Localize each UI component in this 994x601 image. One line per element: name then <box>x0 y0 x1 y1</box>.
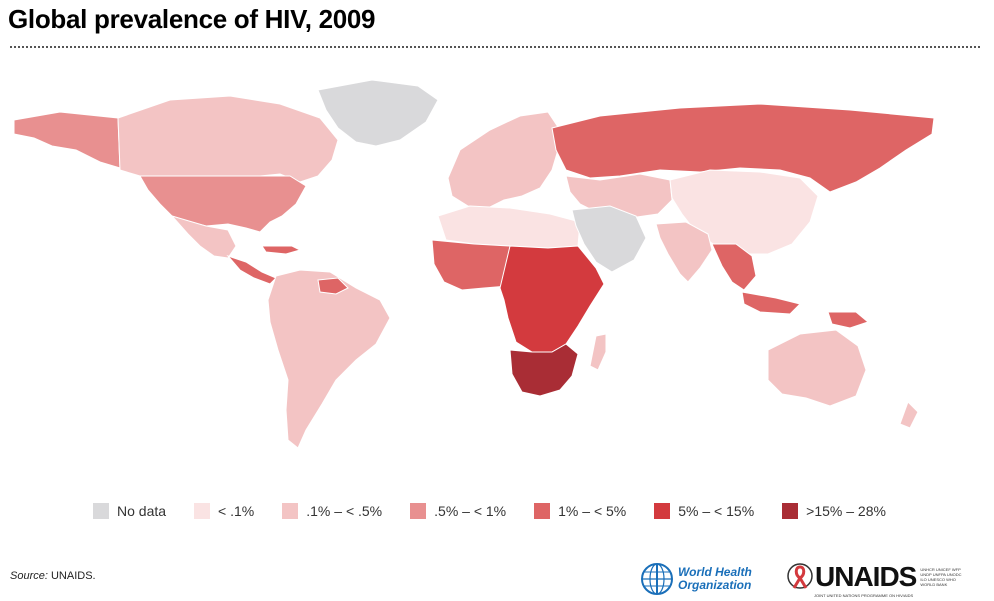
who-emblem-icon <box>641 563 673 595</box>
red-ribbon-icon <box>787 563 813 589</box>
unaids-tagline: JOINT UNITED NATIONS PROGRAMME ON HIV/AI… <box>814 593 914 598</box>
legend-label: 1% – < 5% <box>558 503 627 519</box>
who-line1: World Health <box>678 565 752 579</box>
legend-item: .1% – < .5% <box>282 503 382 519</box>
legend-swatch <box>194 503 211 519</box>
region-south-america <box>267 269 391 449</box>
region-southeast-asia <box>711 243 801 315</box>
legend-item: .5% – < 1% <box>410 503 506 519</box>
region-united-states <box>139 175 307 233</box>
source-label: Source: <box>10 570 48 582</box>
legend-label: 5% – < 15% <box>678 503 755 519</box>
source-text: UNAIDS. <box>50 570 96 582</box>
region-papua-new-guinea <box>827 311 870 329</box>
who-wordmark: World Health Organization <box>678 566 752 592</box>
legend-item: 5% – < 15% <box>654 503 754 519</box>
region-southern-africa <box>509 343 579 397</box>
who-logo: World Health Organization <box>640 562 752 596</box>
legend-item: No data <box>93 503 166 519</box>
legend-label: >15% – 28% <box>806 503 886 519</box>
unaids-wordmark: UNAIDS <box>815 561 917 592</box>
region-europe <box>447 111 561 209</box>
region-new-zealand <box>899 401 919 429</box>
region-arabian-peninsula <box>571 205 647 273</box>
region-russia <box>551 103 935 193</box>
legend-swatch <box>654 503 671 519</box>
region-alaska <box>13 111 121 169</box>
page-title: Global prevalence of HIV, 2009 <box>8 4 376 34</box>
region-india <box>655 221 713 283</box>
legend: No data < .1% .1% – < .5% .5% – < 1% 1% … <box>93 500 914 522</box>
region-central-asia <box>565 173 673 219</box>
world-map <box>13 79 935 449</box>
region-north-africa <box>437 205 581 249</box>
region-greenland <box>317 79 439 147</box>
region-mexico <box>170 215 237 259</box>
region-west-africa <box>431 239 521 291</box>
region-australia <box>767 329 867 407</box>
source-note: Source: UNAIDS. <box>10 570 96 582</box>
legend-item: < .1% <box>194 503 254 519</box>
title-divider <box>10 46 980 48</box>
region-central-east-africa <box>499 245 605 353</box>
region-canada <box>117 95 339 183</box>
legend-swatch <box>534 503 551 519</box>
legend-swatch <box>282 503 299 519</box>
legend-label: No data <box>117 503 167 519</box>
region-guianas <box>317 277 349 295</box>
region-madagascar <box>589 333 607 371</box>
legend-item: 1% – < 5% <box>534 503 626 519</box>
legend-swatch <box>782 503 799 519</box>
unaids-logo: UNAIDS UNHCR UNICEF WFP UNDP UNFPA UNODC… <box>787 562 968 592</box>
legend-item: >15% – 28% <box>782 503 886 519</box>
legend-label: .5% – < 1% <box>434 503 507 519</box>
legend-label: < .1% <box>218 503 255 519</box>
legend-swatch <box>410 503 427 519</box>
region-central-america <box>226 245 302 285</box>
legend-swatch <box>93 503 109 519</box>
who-line2: Organization <box>678 578 752 592</box>
unaids-agencies: UNHCR UNICEF WFP UNDP UNFPA UNODC ILO UN… <box>920 567 962 587</box>
legend-label: .1% – < .5% <box>306 503 383 519</box>
